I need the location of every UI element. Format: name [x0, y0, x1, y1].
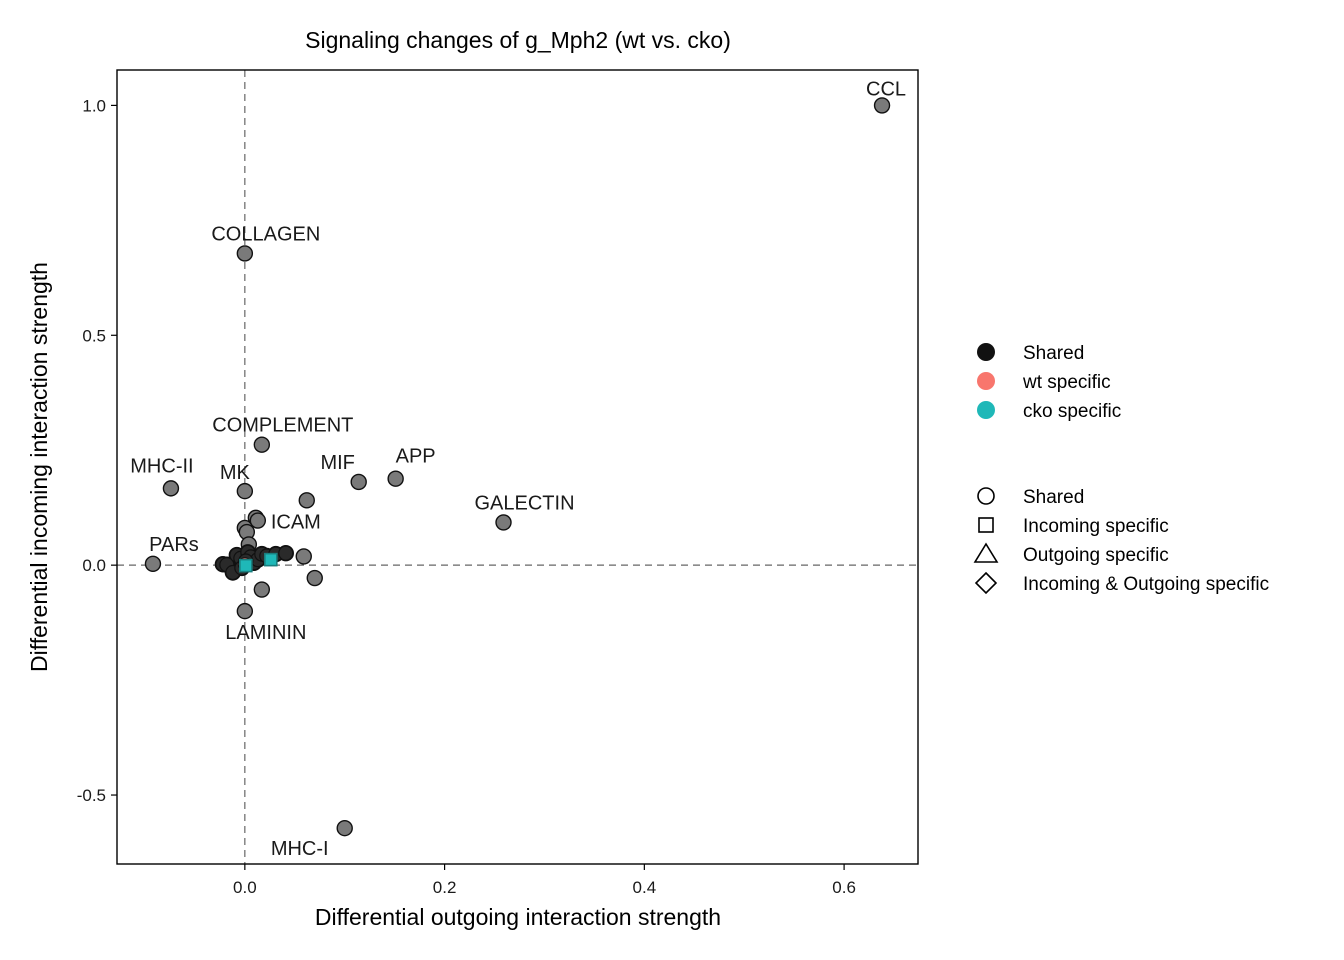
legend: Shared wt specific cko specific Shared Incom… — [973, 343, 1269, 595]
point-label: COLLAGEN — [211, 223, 320, 245]
plot-area: 0.0 0.2 0.4 0.6 -0.5 0.0 0.5 1.0 CCL COLLAGEN COMP… — [77, 69, 919, 897]
legend-circle-icon — [977, 487, 995, 505]
data-point — [387, 470, 404, 487]
plot-border — [116, 69, 919, 865]
legend-color-key — [977, 372, 995, 390]
legend-color-label: Shared — [1023, 343, 1084, 364]
y-tick-label: 0.0 — [82, 556, 106, 575]
point-label: GALECTIN — [475, 492, 575, 514]
point-label: MHC-II — [130, 455, 193, 477]
data-point — [236, 602, 254, 620]
point-label: MK — [220, 462, 251, 484]
data-point — [306, 569, 323, 587]
data-point — [298, 492, 315, 509]
legend-color-key — [977, 343, 995, 361]
x-tick-label: 0.0 — [233, 878, 257, 897]
legend-shape-label: Outgoing specific — [1023, 545, 1169, 566]
cko-specific-point — [239, 558, 253, 573]
legend-color-label: wt specific — [1022, 372, 1111, 393]
data-point — [253, 581, 271, 598]
chart-title: Signaling changes of g_Mph2 (wt vs. cko) — [305, 27, 731, 53]
data-point-cluster — [278, 545, 294, 561]
point-label: PARs — [149, 534, 199, 556]
plot-background — [117, 70, 918, 864]
y-axis-title: Differential incoming interaction streng… — [26, 262, 52, 672]
data-point — [253, 436, 271, 453]
legend-triangle-icon — [973, 542, 999, 563]
point-label: APP — [396, 446, 436, 468]
data-point — [162, 480, 180, 497]
point-label: MIF — [320, 452, 354, 474]
point-label: CCL — [866, 78, 906, 100]
data-point — [295, 548, 312, 565]
data-point — [236, 482, 254, 500]
x-tick-label: 0.2 — [433, 878, 457, 897]
data-point — [873, 97, 891, 114]
point-label: MHC-I — [271, 838, 329, 860]
point-label: LAMININ — [225, 622, 306, 644]
data-point — [350, 473, 367, 491]
y-tick-label: 1.0 — [82, 96, 106, 115]
legend-diamond-icon — [974, 571, 998, 595]
legend-color-key — [977, 401, 995, 419]
legend-shape-label: Incoming specific — [1023, 516, 1169, 537]
data-point — [144, 555, 162, 572]
x-tick-label: 0.4 — [633, 878, 657, 897]
legend-shape-label: Shared — [1023, 487, 1084, 508]
data-point — [495, 514, 512, 531]
x-axis-title: Differential outgoing interaction streng… — [315, 904, 721, 930]
data-point — [336, 819, 353, 837]
y-tick-label: 0.5 — [82, 326, 106, 345]
legend-square-icon — [978, 517, 994, 533]
point-label: COMPLEMENT — [212, 415, 353, 437]
x-tick-label: 0.6 — [832, 878, 856, 897]
data-point — [249, 512, 267, 529]
legend-shape-label: Incoming & Outgoing specific — [1023, 574, 1269, 595]
point-label: ICAM — [271, 512, 321, 534]
cko-specific-point — [264, 552, 278, 567]
data-point — [236, 245, 254, 262]
legend-color-label: cko specific — [1023, 401, 1121, 422]
y-tick-label: -0.5 — [77, 786, 106, 805]
